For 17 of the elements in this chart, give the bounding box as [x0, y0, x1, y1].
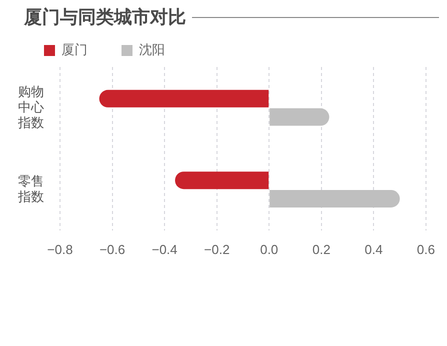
x-tick-label: 0.4 [364, 242, 383, 257]
bar [270, 108, 330, 126]
x-tick-label: 0.6 [416, 242, 436, 257]
x-tick-label: −0.8 [47, 242, 73, 257]
x-tick-label: −0.6 [99, 242, 126, 257]
x-tick-label: −0.4 [152, 242, 178, 257]
legend-label: 厦门 [62, 42, 88, 58]
chart-title: 厦门与同类城市对比 [24, 6, 186, 29]
y-tick-label: 零售指数 [17, 173, 44, 204]
x-tick-label: 0.0 [260, 242, 278, 257]
bar [175, 172, 269, 190]
x-tick-label: 0.2 [312, 242, 330, 257]
bar [99, 90, 269, 108]
x-tick-label: −0.2 [204, 242, 230, 257]
legend-label: 沈阳 [139, 42, 165, 58]
bar [270, 190, 400, 208]
y-tick-label: 购物中心指数 [17, 84, 44, 130]
